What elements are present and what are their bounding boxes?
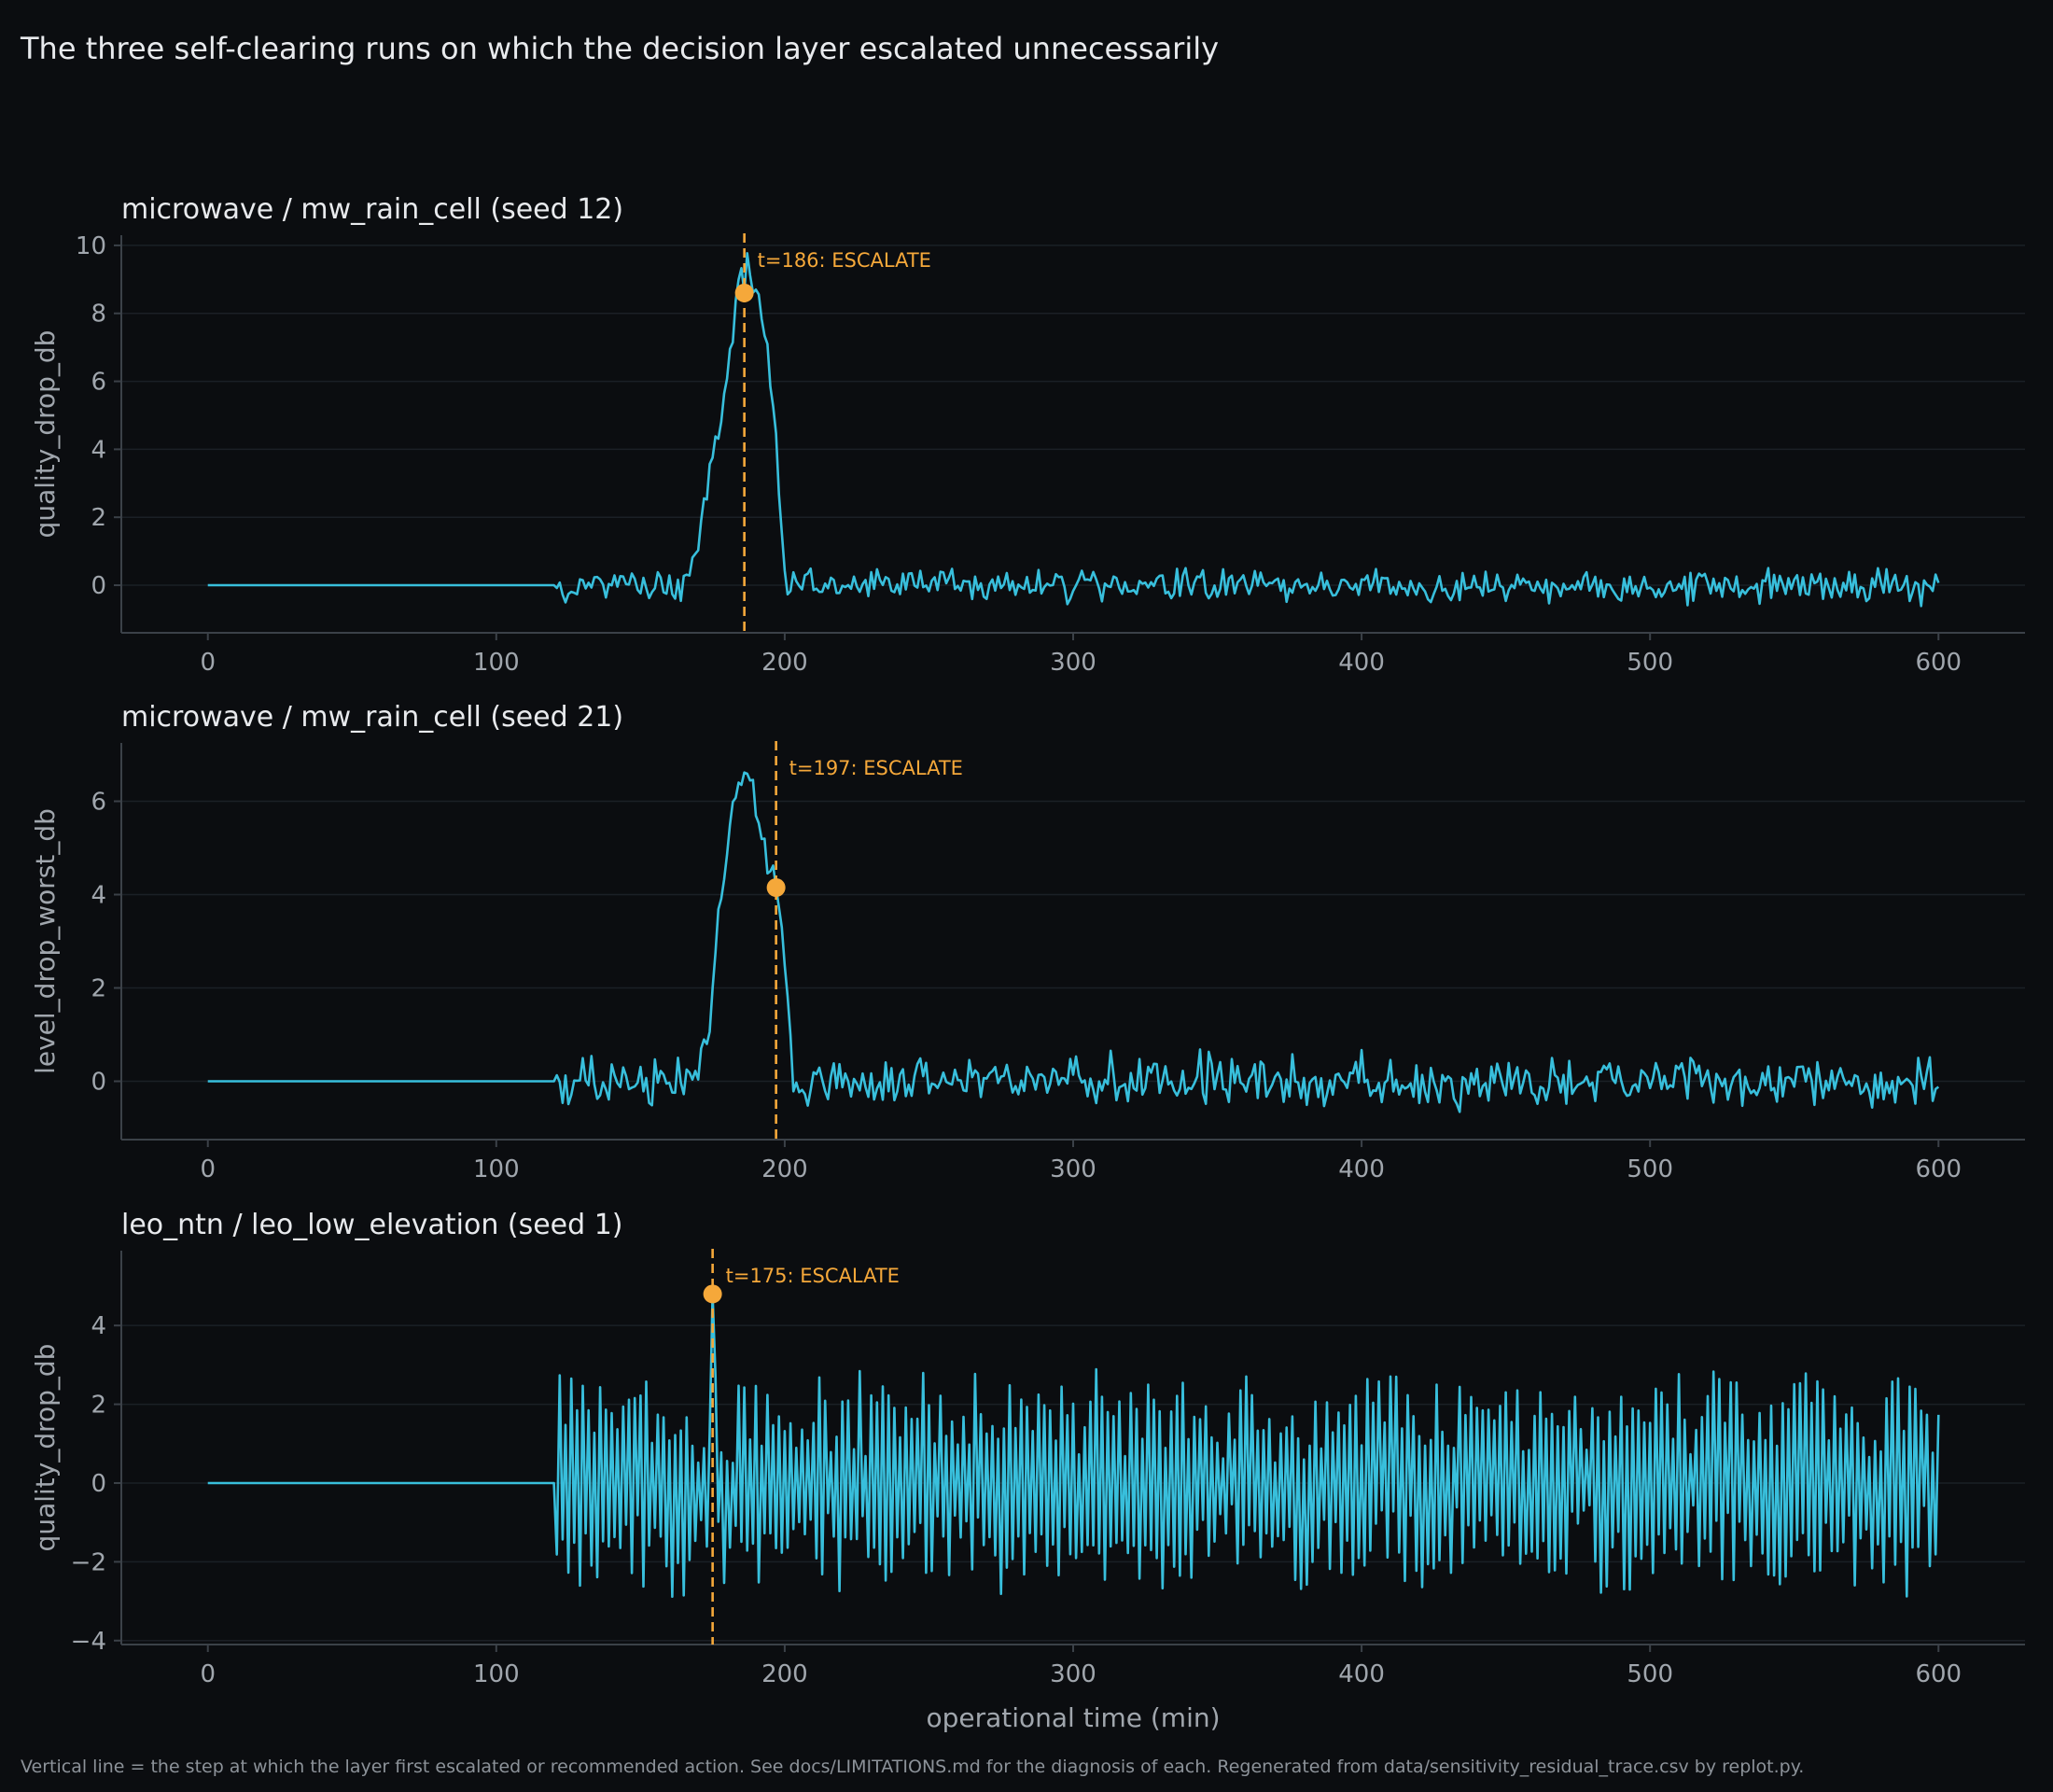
y-tick-label: −2	[71, 1548, 106, 1576]
escalation-label: t=175: ESCALATE	[726, 1265, 900, 1287]
x-tick-label: 0	[200, 1660, 216, 1688]
x-tick-label: 600	[1915, 1155, 1962, 1183]
y-tick-label: 8	[91, 301, 106, 329]
x-tick-label: 600	[1915, 649, 1962, 677]
chart-panel-3: leo_ntn / leo_low_elevation (seed 1) −4 −2…	[30, 1209, 2025, 1733]
y-tick-label: 2	[91, 975, 106, 1003]
y-tick-label: −4	[71, 1628, 106, 1656]
x-tick-label: 500	[1627, 1155, 1673, 1183]
x-axis-label: operational time (min)	[926, 1702, 1220, 1733]
series-line	[207, 771, 1940, 1113]
y-tick-label: 4	[91, 882, 106, 910]
page-title: The three self-clearing runs on which th…	[20, 31, 1219, 66]
x-tick-label: 500	[1627, 649, 1673, 677]
y-tick-label: 6	[91, 789, 106, 817]
y-tick-label: 0	[91, 572, 106, 600]
y-tick-label: 2	[91, 1392, 106, 1420]
x-tick-label: 300	[1050, 649, 1096, 677]
panel-title: microwave / mw_rain_cell (seed 12)	[121, 193, 623, 226]
y-axis-label: quality_drop_db	[30, 1344, 61, 1552]
escalation-point	[734, 283, 754, 302]
y-tick-label: 4	[91, 1312, 106, 1340]
series-line	[207, 252, 1940, 608]
chart-panel-1: microwave / mw_rain_cell (seed 12) 0 2 4 6 8 1…	[30, 193, 2025, 677]
y-tick-label: 0	[91, 1069, 106, 1097]
y-axis-label: quality_drop_db	[30, 330, 61, 539]
y-tick-label: 2	[91, 504, 106, 532]
x-tick-label: 400	[1338, 1155, 1385, 1183]
panel-title: microwave / mw_rain_cell (seed 21)	[121, 701, 623, 734]
footnote: Vertical line = the step at which the la…	[21, 1757, 1804, 1777]
y-tick-label: 0	[91, 1470, 106, 1498]
escalation-label: t=197: ESCALATE	[789, 757, 963, 779]
x-tick-label: 400	[1338, 649, 1385, 677]
x-tick-label: 200	[761, 649, 808, 677]
x-tick-label: 600	[1915, 1660, 1962, 1688]
x-tick-label: 400	[1338, 1660, 1385, 1688]
x-tick-label: 300	[1050, 1155, 1096, 1183]
y-axis-label: level_drop_worst_db	[30, 808, 61, 1074]
panel-title: leo_ntn / leo_low_elevation (seed 1)	[121, 1209, 623, 1241]
panels: microwave / mw_rain_cell (seed 12) 0 2 4 6 8 1…	[30, 193, 2025, 1733]
x-tick-label: 0	[200, 1155, 216, 1183]
x-tick-label: 200	[761, 1660, 808, 1688]
chart-panel-2: microwave / mw_rain_cell (seed 21) 0 2 4 6 0 1…	[30, 701, 2025, 1183]
x-tick-label: 500	[1627, 1660, 1673, 1688]
y-tick-label: 10	[76, 232, 106, 260]
y-tick-label: 6	[91, 369, 106, 397]
escalation-label: t=186: ESCALATE	[758, 249, 931, 272]
x-tick-label: 300	[1050, 1660, 1096, 1688]
escalation-point	[766, 878, 786, 897]
y-tick-label: 4	[91, 436, 106, 464]
x-tick-label: 100	[473, 649, 520, 677]
series-line	[207, 1293, 1940, 1598]
x-tick-label: 200	[761, 1155, 808, 1183]
escalation-point	[703, 1284, 722, 1304]
x-tick-label: 100	[473, 1155, 520, 1183]
x-tick-label: 100	[473, 1660, 520, 1688]
x-tick-label: 0	[200, 649, 216, 677]
